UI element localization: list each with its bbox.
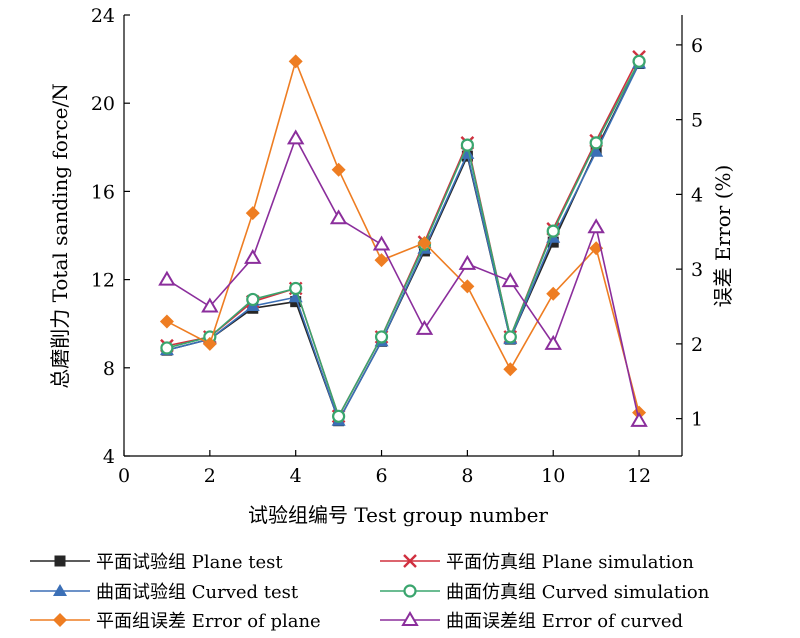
series-5-point <box>202 336 217 351</box>
series-6-point <box>201 297 219 313</box>
series-5-point <box>546 286 561 301</box>
legend-label-2: 平面仿真组 Plane simulation <box>446 552 694 573</box>
x-tick-label: 0 <box>118 465 130 487</box>
series-6-point <box>329 209 348 225</box>
series-6-point <box>244 248 262 264</box>
series-5-line <box>166 58 640 413</box>
series-5-point <box>374 253 389 268</box>
y-right-tick-label: 1 <box>691 409 703 431</box>
legend-label-3: 曲面试验组 Curved test <box>96 582 299 603</box>
legend-marker-6 <box>401 611 419 626</box>
series-4-point <box>160 341 174 355</box>
x-tick-label: 8 <box>461 465 473 487</box>
series-6-point <box>372 235 391 251</box>
series-5-point <box>288 54 303 69</box>
series-4-line <box>166 60 640 419</box>
series-1 <box>161 58 645 427</box>
series-6-line <box>166 136 640 422</box>
y-left-tick-label: 24 <box>91 5 115 27</box>
series-4-point <box>503 330 517 344</box>
plot-area <box>158 50 648 427</box>
x-axis-title: 试验组编号 Test group number <box>248 503 548 527</box>
series-5 <box>159 54 647 420</box>
series-3-point <box>589 144 604 157</box>
legend-label-1: 平面试验组 Plane test <box>96 552 283 573</box>
series-4-point <box>374 330 389 344</box>
series-3 <box>159 56 647 426</box>
y-left-tick-label: 12 <box>91 270 115 292</box>
legend-marker-4 <box>403 584 417 598</box>
series-5-point <box>331 162 346 177</box>
series-6-point <box>286 129 305 145</box>
y-right-tick-label: 2 <box>691 334 703 356</box>
series-6-point <box>630 411 648 427</box>
series-6-point <box>501 272 520 288</box>
series-5-point <box>159 314 174 329</box>
y-left-tick-label: 4 <box>103 446 115 468</box>
legend-label-6: 曲面误差组 Error of curved <box>446 611 683 632</box>
series-6-point <box>458 254 477 270</box>
series-2-line <box>166 56 640 419</box>
series-6-point <box>587 218 605 234</box>
y-right-tick-label: 3 <box>691 259 703 281</box>
y-right-tick-label: 5 <box>691 110 703 132</box>
y-axis-left-title: 总磨削力 Total sanding force/N <box>48 83 72 389</box>
y-right-tick-label: 6 <box>691 35 703 57</box>
series-6-point <box>544 334 562 350</box>
y-left-tick-label: 8 <box>103 358 115 380</box>
series-3-line <box>166 63 640 423</box>
series-6 <box>158 129 648 427</box>
series-4-point <box>332 409 346 423</box>
y-left-tick-label: 16 <box>91 181 115 203</box>
series-5-point <box>503 362 518 377</box>
series-4-point <box>460 138 474 152</box>
x-tick-label: 10 <box>541 465 565 487</box>
series-4-point <box>546 224 560 238</box>
x-tick-label: 6 <box>375 465 387 487</box>
y-right-tick-label: 4 <box>691 184 703 206</box>
series-2 <box>160 50 646 424</box>
series-5-point <box>460 279 475 294</box>
y-axis-right-title: 误差 Error (%) <box>711 165 735 308</box>
legend: 平面试验组 Plane test 平面仿真组 Plane simulation 曲面… <box>30 552 710 632</box>
x-tick-label: 4 <box>290 465 302 487</box>
series-5-point <box>417 235 432 250</box>
legend-marker-3 <box>53 584 67 596</box>
legend-label-5: 平面组误差 Error of plane <box>96 611 321 632</box>
series-4-point <box>589 136 603 150</box>
y-left-tick-label: 20 <box>91 93 115 115</box>
series-6-point <box>415 319 434 335</box>
legend-label-4: 曲面仿真组 Curved simulation <box>446 582 710 603</box>
series-6-point <box>158 270 176 286</box>
series-1-line <box>166 63 640 423</box>
series-3-point <box>460 146 475 159</box>
legend-marker-2 <box>403 554 417 568</box>
legend-marker-1 <box>54 555 66 567</box>
series-4 <box>160 54 646 423</box>
legend-marker-5 <box>53 613 67 627</box>
x-tick-label: 2 <box>204 465 216 487</box>
series-5-point <box>245 206 260 221</box>
series-4-point <box>246 292 260 307</box>
x-tick-label: 12 <box>627 465 651 487</box>
series-4-point <box>632 54 646 68</box>
series-4-point <box>289 281 303 296</box>
